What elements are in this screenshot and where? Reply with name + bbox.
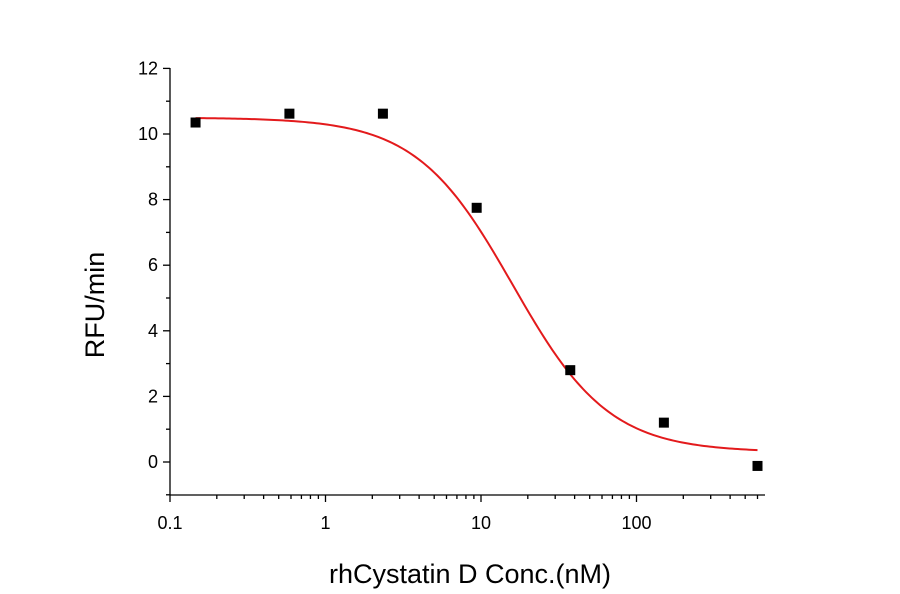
fit-curve [195, 117, 758, 452]
y-axis-title: RFU/min [80, 252, 110, 359]
axis-ticks [163, 67, 759, 502]
data-point [284, 108, 295, 119]
y-tick-label: 10 [138, 124, 158, 144]
x-tick-label: 0.1 [157, 513, 182, 533]
y-tick-label: 4 [148, 321, 158, 341]
y-tick-label: 6 [148, 255, 158, 275]
x-axis-title: rhCystatin D Conc.(nM) [329, 559, 611, 589]
y-tick-label: 0 [148, 452, 158, 472]
data-point [377, 108, 388, 119]
y-tick-label: 12 [138, 58, 158, 78]
data-point [471, 202, 482, 213]
tick-labels: 0.1 1 10 100 0 2 4 6 8 10 12 [138, 58, 652, 533]
x-tick-label: 1 [320, 513, 330, 533]
data-point [190, 117, 201, 128]
x-tick-label: 10 [471, 513, 491, 533]
data-points [190, 108, 763, 471]
data-point [752, 460, 763, 471]
data-point [565, 365, 576, 376]
x-tick-label: 100 [621, 513, 651, 533]
y-tick-label: 8 [148, 190, 158, 210]
data-point [658, 417, 669, 428]
y-tick-label: 2 [148, 386, 158, 406]
